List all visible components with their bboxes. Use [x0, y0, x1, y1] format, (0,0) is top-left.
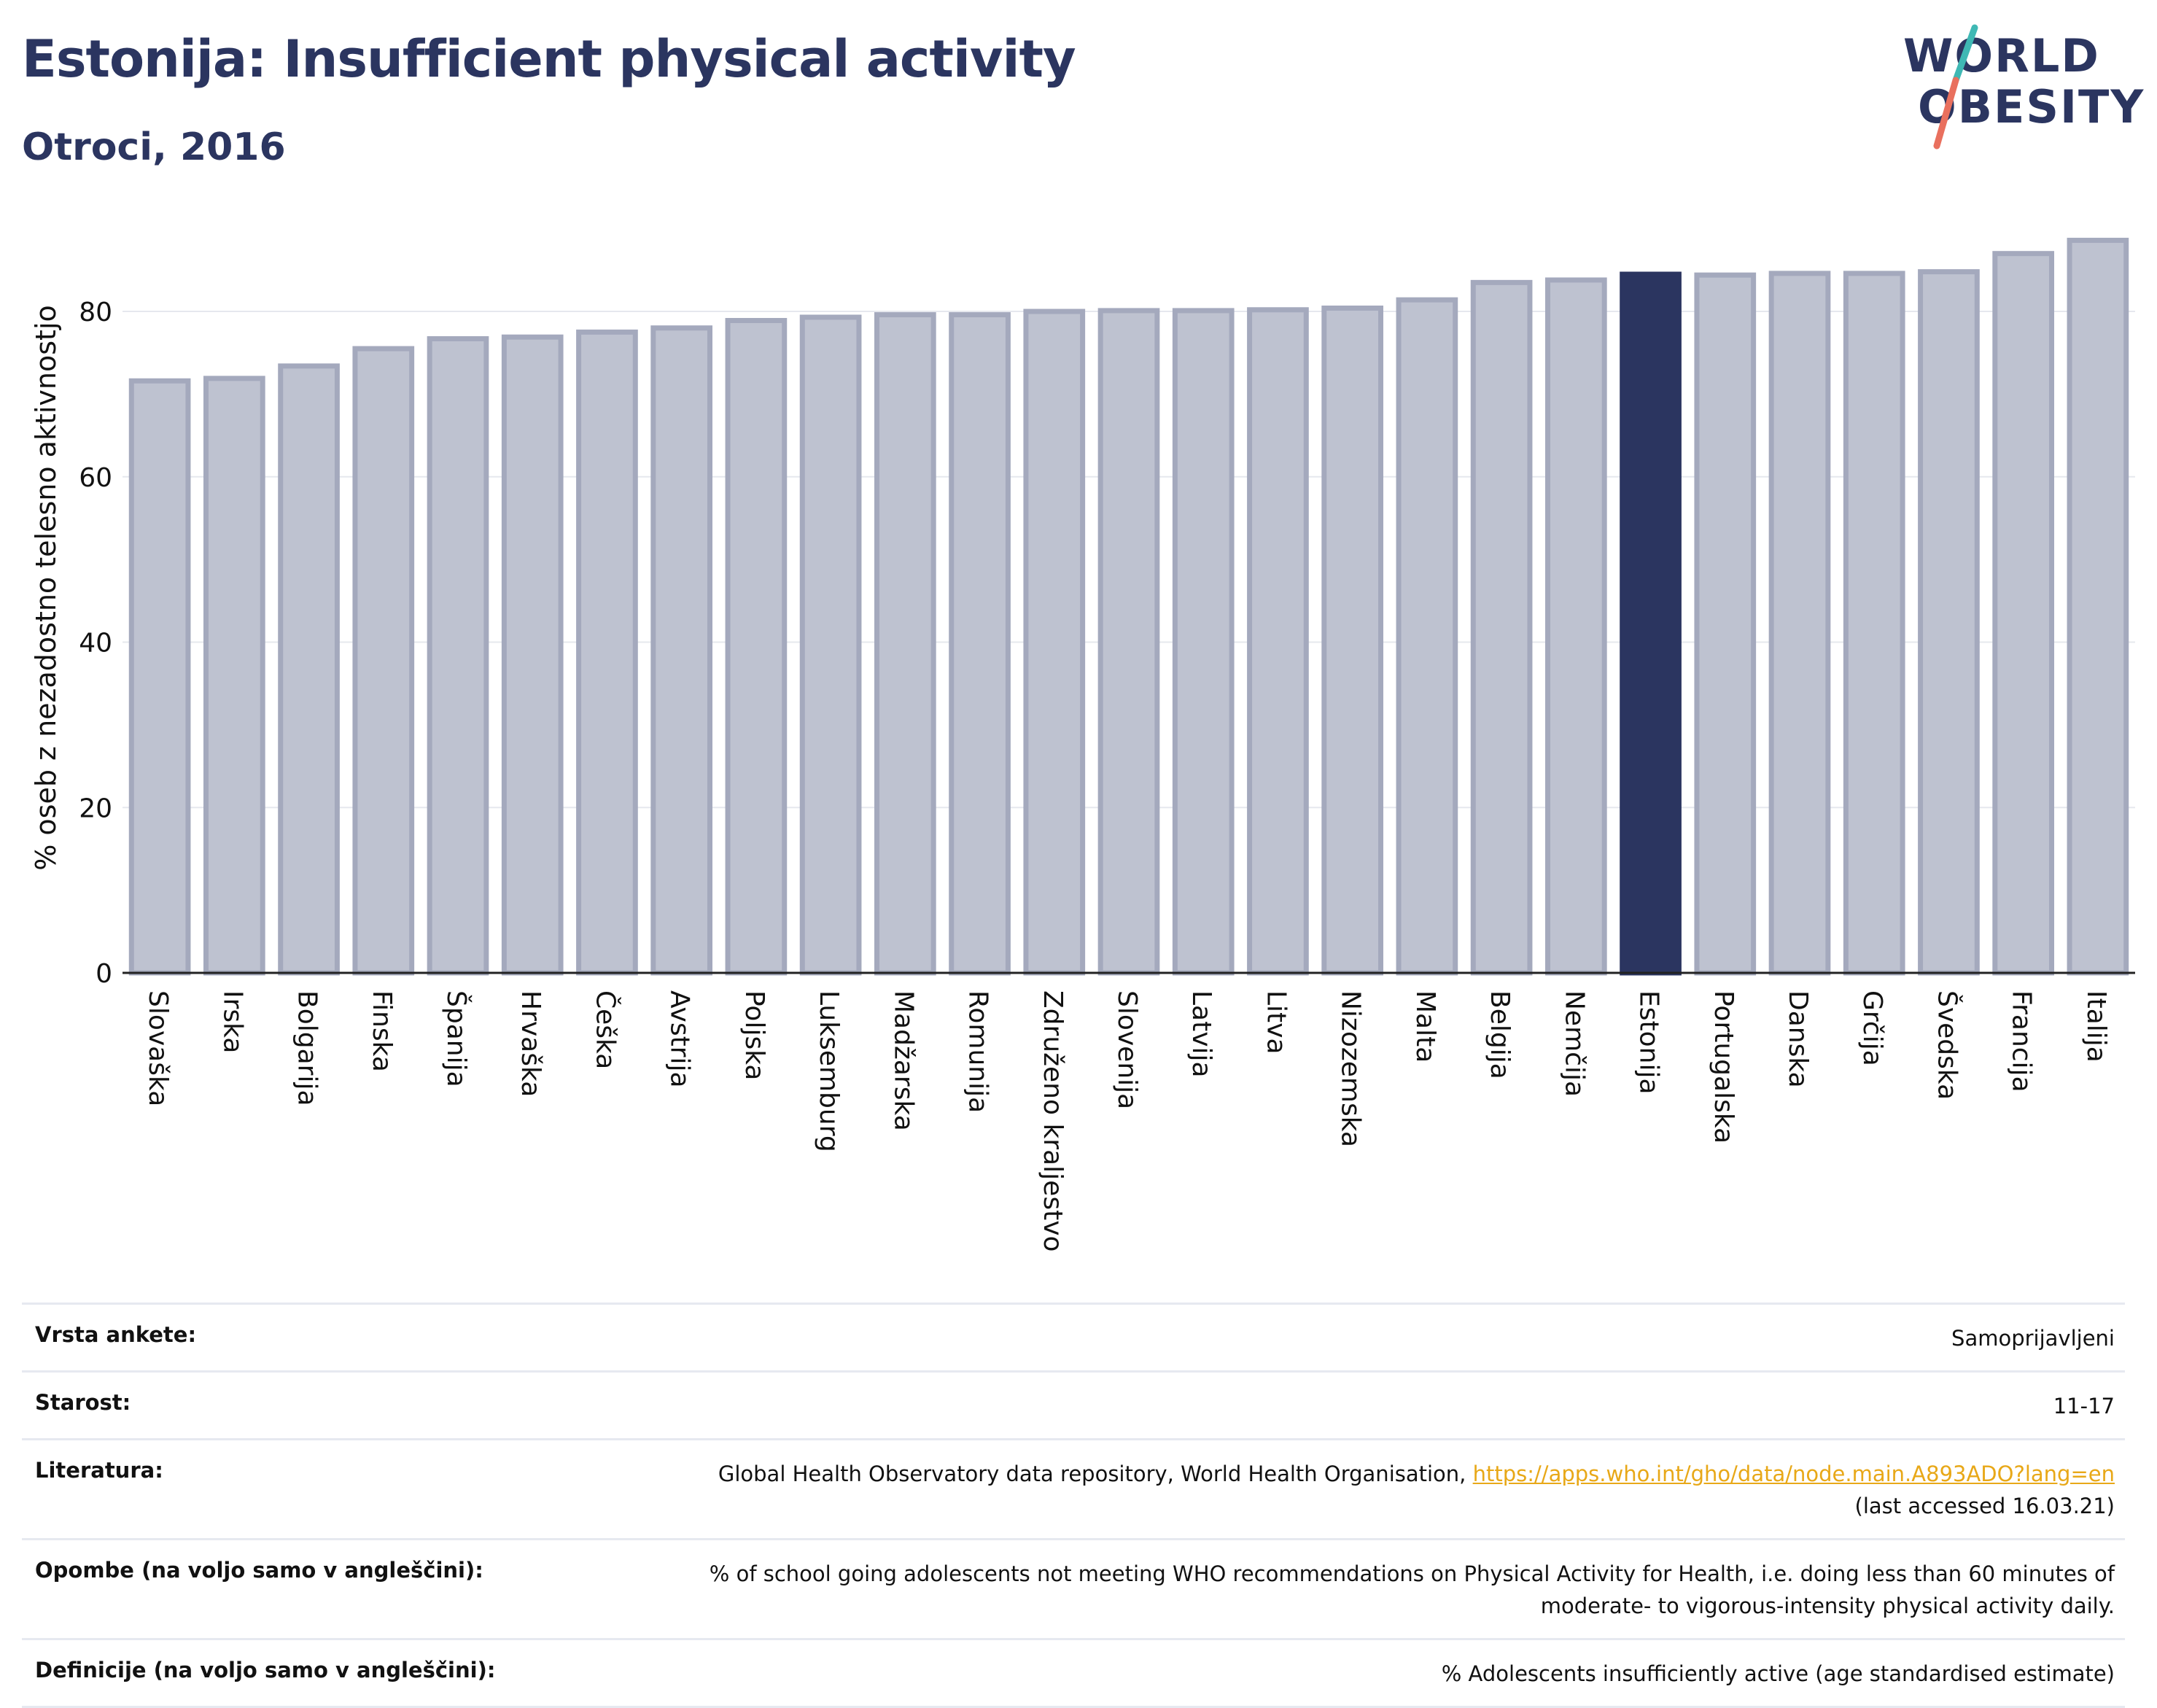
- x-tick-label: Nemčija: [1559, 990, 1589, 1097]
- bar-francija: [1992, 251, 2055, 976]
- bars: [128, 238, 2129, 976]
- bar-irska: [203, 376, 265, 976]
- info-row-literature: Literatura: Global Health Observatory da…: [22, 1438, 2125, 1538]
- x-tick-label: Estonija: [1634, 990, 1664, 1095]
- bar-danska: [1768, 271, 1831, 976]
- bar-latvija: [1172, 308, 1235, 976]
- x-tick-label: Švedska: [1932, 990, 1962, 1100]
- definitions-label: Definicije (na voljo samo v angleščini):: [35, 1658, 496, 1682]
- bar-belgija: [1470, 279, 1533, 976]
- literature-accessed: (last accessed 16.03.21): [1854, 1494, 2115, 1518]
- x-tick-label: Portugalska: [1709, 990, 1738, 1144]
- survey-value: Samoprijavljeni: [1951, 1326, 2115, 1351]
- x-tick-label: Danska: [1783, 990, 1813, 1088]
- x-tick-label: Francija: [2007, 990, 2037, 1092]
- x-tick-label: Madžarska: [888, 990, 918, 1131]
- age-label: Starost:: [35, 1390, 131, 1415]
- y-tick-label: 60: [79, 463, 112, 493]
- y-tick-label: 80: [79, 298, 112, 327]
- age-value: 11-17: [2053, 1394, 2115, 1418]
- x-tick-label: Irska: [217, 990, 247, 1053]
- bar-nemčija: [1544, 277, 1607, 976]
- info-table: Vrsta ankete: Samoprijavljeni Starost: 1…: [22, 1303, 2125, 1708]
- x-tick-label: Hrvaška: [516, 990, 545, 1097]
- definitions-value: % Adolescents insufficiently active (age…: [1441, 1661, 2115, 1686]
- x-tick-label: Poljska: [739, 990, 769, 1081]
- notes-label: Opombe (na voljo samo v angleščini):: [35, 1558, 483, 1583]
- bar-finska: [352, 346, 415, 976]
- bar-švedska: [1918, 269, 1980, 976]
- x-tick-label: Luksemburg: [814, 990, 844, 1152]
- notes-line-2: moderate- to vigorous-intensity physical…: [1540, 1594, 2115, 1618]
- bar-avstrija: [650, 325, 713, 976]
- x-tick-label: Avstrija: [665, 990, 695, 1088]
- bar-nizozemska: [1321, 305, 1384, 976]
- x-tick-label: Malta: [1410, 990, 1440, 1063]
- page-subtitle: Otroci, 2016: [22, 125, 286, 169]
- bar-litva: [1247, 307, 1309, 976]
- bar-slovenija: [1097, 308, 1160, 976]
- x-tick-label: Združeno kraljestvo: [1038, 990, 1068, 1252]
- x-tick-label: Bolgarija: [292, 990, 322, 1106]
- info-row-survey: Vrsta ankete: Samoprijavljeni: [22, 1303, 2125, 1370]
- logo-slash-icon: [1933, 24, 1978, 150]
- bar-združeno-kraljestvo: [1023, 308, 1086, 976]
- bar-poljska: [725, 318, 788, 976]
- bar-slovaška: [128, 378, 191, 976]
- info-row-notes: Opombe (na voljo samo v angleščini): % o…: [22, 1538, 2125, 1638]
- survey-label: Vrsta ankete:: [35, 1322, 197, 1347]
- notes-value: % of school going adolescents not meetin…: [710, 1558, 2125, 1622]
- y-axis-label: % oseb z nezadostno telesno aktivnostjo: [30, 305, 62, 871]
- logo-line-1: WORLD: [1903, 29, 2100, 82]
- x-axis: Slovaška Irska Bolgarija Finska Španija Hrvaš…: [123, 971, 2135, 1252]
- bar-portugalska: [1694, 272, 1757, 976]
- x-tick-label: Nizozemska: [1336, 990, 1366, 1147]
- y-axis: 0 20 40 60 80: [79, 298, 112, 989]
- x-tick-label: Italija: [2081, 990, 2111, 1063]
- world-obesity-logo: WORLD OBESITY: [1903, 22, 2143, 153]
- literature-value: Global Health Observatory data repositor…: [718, 1458, 2125, 1522]
- x-tick-label: Grčija: [1857, 990, 1887, 1066]
- literature-link[interactable]: https://apps.who.int/gho/data/node.main.…: [1472, 1461, 2115, 1486]
- x-tick-label: Belgija: [1485, 990, 1515, 1079]
- bar-madžarska: [874, 312, 936, 976]
- bar-španija: [427, 335, 489, 976]
- y-tick-label: 20: [79, 793, 112, 823]
- y-tick-label: 40: [79, 629, 112, 659]
- bar-bolgarija: [278, 363, 340, 976]
- bar-romunija: [949, 312, 1011, 976]
- bar-estonija: [1620, 271, 1682, 976]
- x-tick-label: Latvija: [1186, 990, 1216, 1078]
- x-tick-label: Slovaška: [143, 990, 173, 1106]
- info-row-definitions: Definicije (na voljo samo v angleščini):…: [22, 1638, 2125, 1708]
- y-tick-label: 0: [96, 959, 112, 989]
- x-tick-label: Finska: [367, 990, 397, 1072]
- x-tick-label: Slovenija: [1112, 990, 1142, 1109]
- bar-chart: 0 20 40 60 80 Slovaška Irska Bolgarija Finska Šp…: [30, 238, 2135, 1252]
- bar-malta: [1396, 297, 1458, 976]
- x-tick-label: Češka: [590, 990, 621, 1069]
- bar-italija: [2067, 238, 2129, 976]
- literature-label: Literatura:: [35, 1458, 163, 1483]
- page-title: Estonija: Insufficient physical activity: [22, 29, 1076, 89]
- info-row-age: Starost: 11-17: [22, 1370, 2125, 1438]
- bar-hrvaška: [501, 334, 564, 976]
- literature-text: Global Health Observatory data repositor…: [718, 1461, 1473, 1486]
- x-tick-label: Romunija: [963, 990, 993, 1113]
- bar-luksemburg: [799, 314, 862, 976]
- x-tick-label: Litva: [1261, 990, 1291, 1055]
- bar-grčija: [1843, 271, 1905, 976]
- bar-češka: [576, 329, 638, 976]
- x-tick-label: Španija: [441, 990, 472, 1087]
- notes-line-1: % of school going adolescents not meetin…: [709, 1561, 2115, 1586]
